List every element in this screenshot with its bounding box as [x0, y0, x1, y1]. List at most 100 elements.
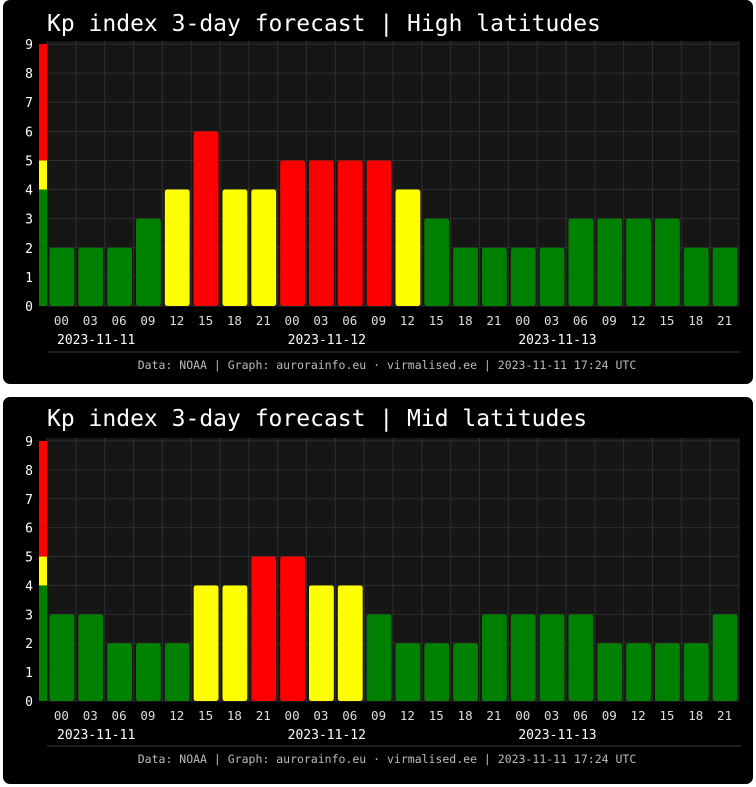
- x-tick-label: 15: [198, 313, 213, 328]
- x-tick-label: 06: [573, 708, 588, 723]
- y-tick-label: 3: [25, 213, 33, 228]
- kp-scale-segment: [39, 218, 47, 248]
- y-tick-label: 1: [25, 271, 33, 286]
- x-tick-label: 12: [169, 313, 184, 328]
- y-tick-label: 9: [25, 38, 33, 53]
- x-tick-label: 09: [140, 313, 155, 328]
- kp-scale-segment: [39, 527, 47, 557]
- x-tick-label: 18: [688, 313, 703, 328]
- kp-bar: [424, 643, 450, 701]
- kp-bar: [626, 218, 651, 306]
- chart-credit: Data: NOAA | Graph: aurorainfo.eu · virm…: [138, 752, 637, 766]
- kp-bar: [683, 643, 709, 701]
- x-tick-label: 00: [54, 313, 69, 328]
- kp-scale-segment: [39, 247, 47, 277]
- x-tick-label: 06: [573, 313, 588, 328]
- kp-bar: [510, 614, 536, 701]
- kp-scale-segment: [39, 643, 47, 673]
- kp-bar: [482, 614, 507, 701]
- date-label: 2023-11-11: [57, 333, 135, 348]
- kp-scale-segment: [39, 102, 47, 132]
- kp-bar: [510, 247, 536, 306]
- x-tick-label: 15: [659, 708, 674, 723]
- x-tick-label: 21: [717, 708, 732, 723]
- kp-scale-segment: [39, 276, 47, 306]
- x-tick-label: 09: [602, 708, 617, 723]
- x-tick-label: 06: [342, 313, 357, 328]
- kp-bar: [78, 614, 104, 701]
- kp-bar: [107, 643, 132, 701]
- kp-bar: [366, 614, 392, 701]
- x-tick-label: 12: [400, 313, 415, 328]
- x-tick-label: 03: [313, 313, 328, 328]
- chart-title: Kp index 3-day forecast | Mid latitudes: [47, 406, 587, 432]
- kp-scale-segment: [39, 585, 47, 615]
- x-tick-label: 18: [227, 313, 242, 328]
- y-tick-label: 8: [25, 464, 33, 479]
- kp-bar: [655, 218, 680, 306]
- kp-bar: [164, 643, 190, 701]
- x-tick-label: 09: [602, 313, 617, 328]
- kp-bar: [251, 189, 277, 306]
- x-tick-label: 15: [659, 313, 674, 328]
- kp-scale-segment: [39, 189, 47, 219]
- kp-bar: [222, 189, 248, 306]
- kp-scale-segment: [39, 73, 47, 103]
- y-tick-label: 7: [25, 493, 33, 508]
- kp-bar: [395, 189, 421, 306]
- kp-bar: [280, 556, 305, 701]
- kp-bar: [568, 614, 594, 701]
- x-tick-label: 15: [429, 313, 444, 328]
- y-tick-label: 4: [25, 184, 33, 199]
- x-tick-label: 03: [83, 313, 98, 328]
- kp-bar: [453, 643, 478, 701]
- x-tick-label: 03: [544, 313, 559, 328]
- kp-bar: [222, 585, 248, 701]
- y-tick-label: 4: [25, 579, 33, 594]
- y-tick-label: 2: [25, 637, 33, 652]
- date-label: 2023-11-12: [288, 728, 366, 743]
- kp-bar: [597, 218, 623, 306]
- y-tick-label: 0: [25, 300, 33, 315]
- y-tick-label: 1: [25, 666, 33, 681]
- kp-bar: [49, 247, 75, 306]
- kp-bar: [251, 556, 277, 701]
- y-tick-label: 9: [25, 435, 33, 450]
- kp-bar: [655, 643, 680, 701]
- x-tick-label: 06: [112, 313, 127, 328]
- kp-scale-segment: [39, 131, 47, 161]
- kp-bar: [366, 160, 392, 306]
- kp-bar: [712, 614, 738, 701]
- x-tick-label: 06: [342, 708, 357, 723]
- kp-bar: [164, 189, 190, 306]
- kp-bar: [337, 585, 363, 701]
- x-tick-label: 18: [227, 708, 242, 723]
- kp-bar: [193, 585, 219, 701]
- kp-scale-segment: [39, 672, 47, 701]
- kp-bar: [107, 247, 132, 306]
- kp-bar: [78, 247, 104, 306]
- y-tick-label: 6: [25, 125, 33, 140]
- date-label: 2023-11-12: [288, 333, 366, 348]
- kp-bar: [482, 247, 507, 306]
- x-tick-label: 21: [256, 708, 271, 723]
- kp-chart-mid-latitudes: 0 1 2 3 4 5 6 7 8 9 00 03 06 09 12 15 18 21 00 03 06 09 12 15 18…: [3, 397, 753, 784]
- x-tick-label: 12: [631, 708, 646, 723]
- chart-title: Kp index 3-day forecast | High latitudes: [47, 11, 601, 37]
- x-tick-label: 21: [717, 313, 732, 328]
- kp-bar: [539, 247, 565, 306]
- kp-scale-segment: [39, 44, 47, 74]
- kp-scale-segment: [39, 556, 47, 586]
- kp-bar: [280, 160, 305, 306]
- x-tick-label: 00: [54, 708, 69, 723]
- kp-bar: [395, 643, 421, 701]
- kp-bar: [136, 218, 161, 306]
- date-label: 2023-11-13: [518, 728, 596, 743]
- y-tick-label: 6: [25, 522, 33, 537]
- x-tick-label: 09: [140, 708, 155, 723]
- chart-credit: Data: NOAA | Graph: aurorainfo.eu · virm…: [138, 358, 637, 372]
